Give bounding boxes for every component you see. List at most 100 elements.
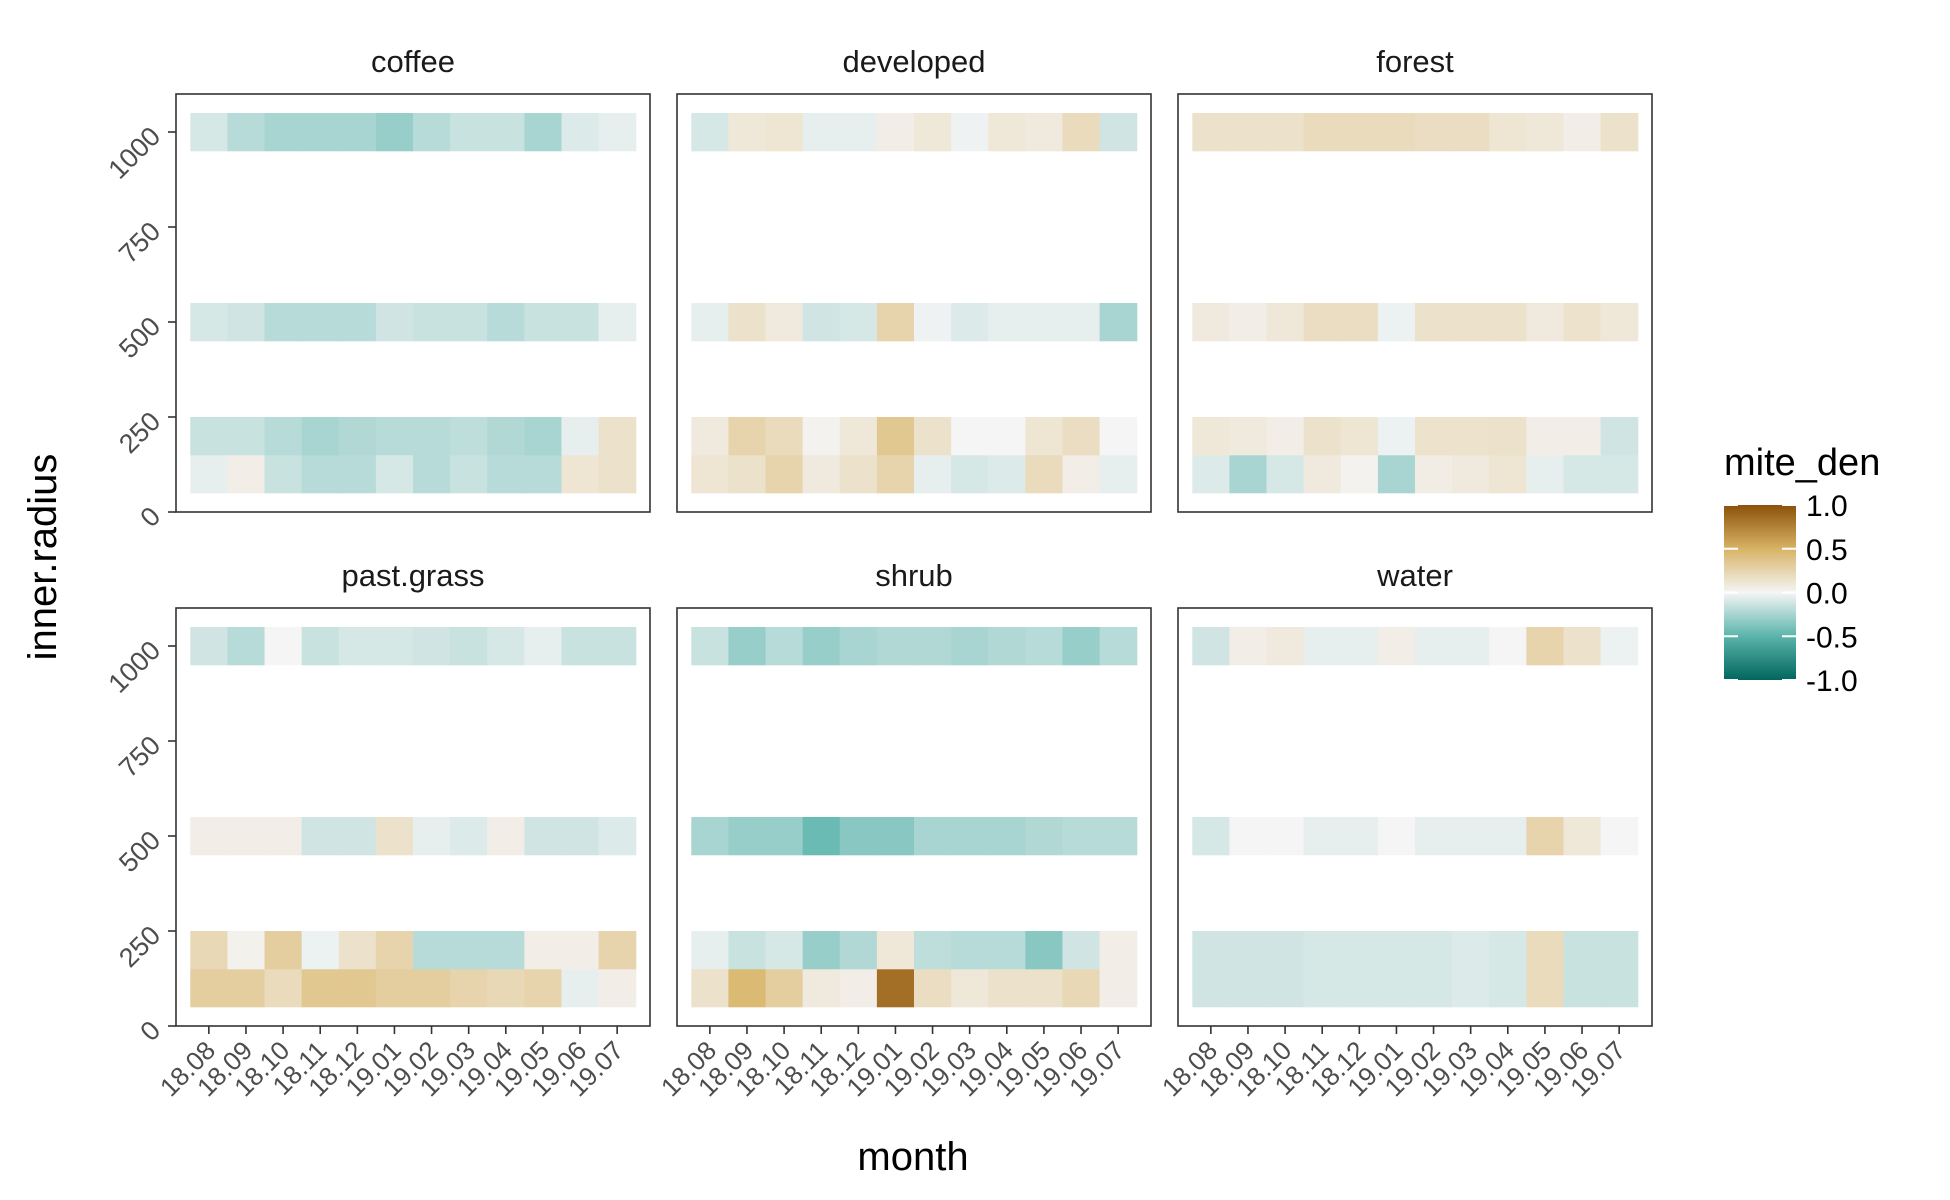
heatmap-cell [338, 455, 377, 494]
heatmap-cell [876, 627, 915, 666]
heatmap-cell [1062, 303, 1101, 342]
heatmap-cell [598, 113, 637, 152]
heatmap-cell [1377, 817, 1416, 856]
panel-developed: developed [676, 44, 1152, 513]
heatmap-cell [728, 931, 767, 970]
heatmap-cell [301, 113, 340, 152]
heatmap-cell [561, 931, 600, 970]
heatmap-cell [598, 627, 637, 666]
heatmap-cell [728, 303, 767, 342]
heatmap-cell [598, 931, 637, 970]
heatmap-cell [375, 303, 414, 342]
panel-water: water [1177, 558, 1653, 1027]
heatmap-cell [1062, 817, 1101, 856]
heatmap-cell [1099, 113, 1138, 152]
heatmap-cell [951, 113, 989, 152]
legend-tick-label: 1.0 [1806, 490, 1848, 523]
heatmap-cell [1099, 417, 1138, 456]
heatmap-cell [524, 113, 563, 152]
heatmap-cell [728, 113, 767, 152]
heatmap-cell [1229, 303, 1268, 342]
heatmap-cell [1099, 455, 1138, 494]
y-tick-label: 500 [113, 825, 166, 878]
heatmap-cell [450, 455, 488, 494]
heatmap-cell [1266, 455, 1305, 494]
heatmap-cell [1526, 931, 1565, 970]
heatmap-cell [227, 417, 266, 456]
heatmap-cell [1266, 931, 1305, 970]
heatmap-cell [1229, 455, 1268, 494]
heatmap-cell [876, 931, 915, 970]
heatmap-cell [190, 817, 229, 856]
heatmap-cell [413, 627, 451, 666]
panel-border [175, 607, 651, 1027]
heatmap-cell [301, 817, 340, 856]
heatmap-cell [413, 113, 451, 152]
heatmap-cell [1563, 627, 1602, 666]
heatmap-cell [561, 969, 600, 1008]
heatmap-cell [988, 969, 1026, 1008]
heatmap-cell [1099, 627, 1138, 666]
heatmap-cell [1192, 303, 1231, 342]
heatmap-cell [264, 817, 303, 856]
heatmap-cell [1377, 303, 1416, 342]
heatmap-cell [1600, 969, 1639, 1008]
heatmap-cell [1563, 455, 1602, 494]
heatmap-cell [1452, 113, 1490, 152]
heatmap-cell [951, 817, 989, 856]
heatmap-cell [765, 969, 804, 1008]
heatmap-cell [1025, 113, 1064, 152]
heatmap-cell [876, 455, 915, 494]
heatmap-cell [876, 969, 915, 1008]
heatmap-cell [988, 455, 1026, 494]
heatmap-cell [598, 969, 637, 1008]
heatmap-cell [375, 931, 414, 970]
heatmap-cell [1025, 627, 1064, 666]
heatmap-cell [839, 303, 878, 342]
heatmap-cell [301, 455, 340, 494]
heatmap-cell [1600, 303, 1639, 342]
heatmap-cell [802, 969, 841, 1008]
heatmap-cell [1452, 455, 1490, 494]
heatmap-cell [561, 455, 600, 494]
legend-tick-label: 0.0 [1806, 578, 1848, 611]
facet-strip-label: developed [842, 44, 985, 79]
heatmap-cell [190, 417, 229, 456]
heatmap-cell [691, 817, 730, 856]
heatmap-cell [988, 303, 1026, 342]
heatmap-cell [598, 455, 637, 494]
heatmap-cell [1600, 931, 1639, 970]
heatmap-cell [914, 113, 952, 152]
heatmap-cell [728, 455, 767, 494]
heatmap-cell [951, 931, 989, 970]
heatmap-cell [1563, 417, 1602, 456]
heatmap-cell [1229, 969, 1268, 1008]
heatmap-cell [1229, 627, 1268, 666]
heatmap-cell [1266, 969, 1305, 1008]
heatmap-cell [1303, 455, 1342, 494]
panel-border [676, 93, 1152, 513]
heatmap-cell [1563, 817, 1602, 856]
heatmap-cell [1025, 303, 1064, 342]
heatmap-cell [1563, 303, 1602, 342]
heatmap-cell [524, 627, 563, 666]
heatmap-cell [598, 417, 637, 456]
heatmap-cell [914, 303, 952, 342]
heatmap-cell [301, 969, 340, 1008]
heatmap-cell [227, 931, 266, 970]
heatmap-cell [1600, 417, 1639, 456]
heatmap-cell [1192, 817, 1231, 856]
heatmap-cell [1266, 627, 1305, 666]
legend-tick-label: 0.5 [1806, 534, 1848, 567]
heatmap-cell [1600, 113, 1639, 152]
heatmap-cell [1415, 931, 1453, 970]
heatmap-cell [1563, 969, 1602, 1008]
heatmap-cell [450, 931, 488, 970]
heatmap-cell [375, 969, 414, 1008]
heatmap-cell [802, 113, 841, 152]
heatmap-cell [951, 969, 989, 1008]
heatmap-cell [450, 303, 488, 342]
heatmap-cell [264, 627, 303, 666]
heatmap-cell [765, 817, 804, 856]
